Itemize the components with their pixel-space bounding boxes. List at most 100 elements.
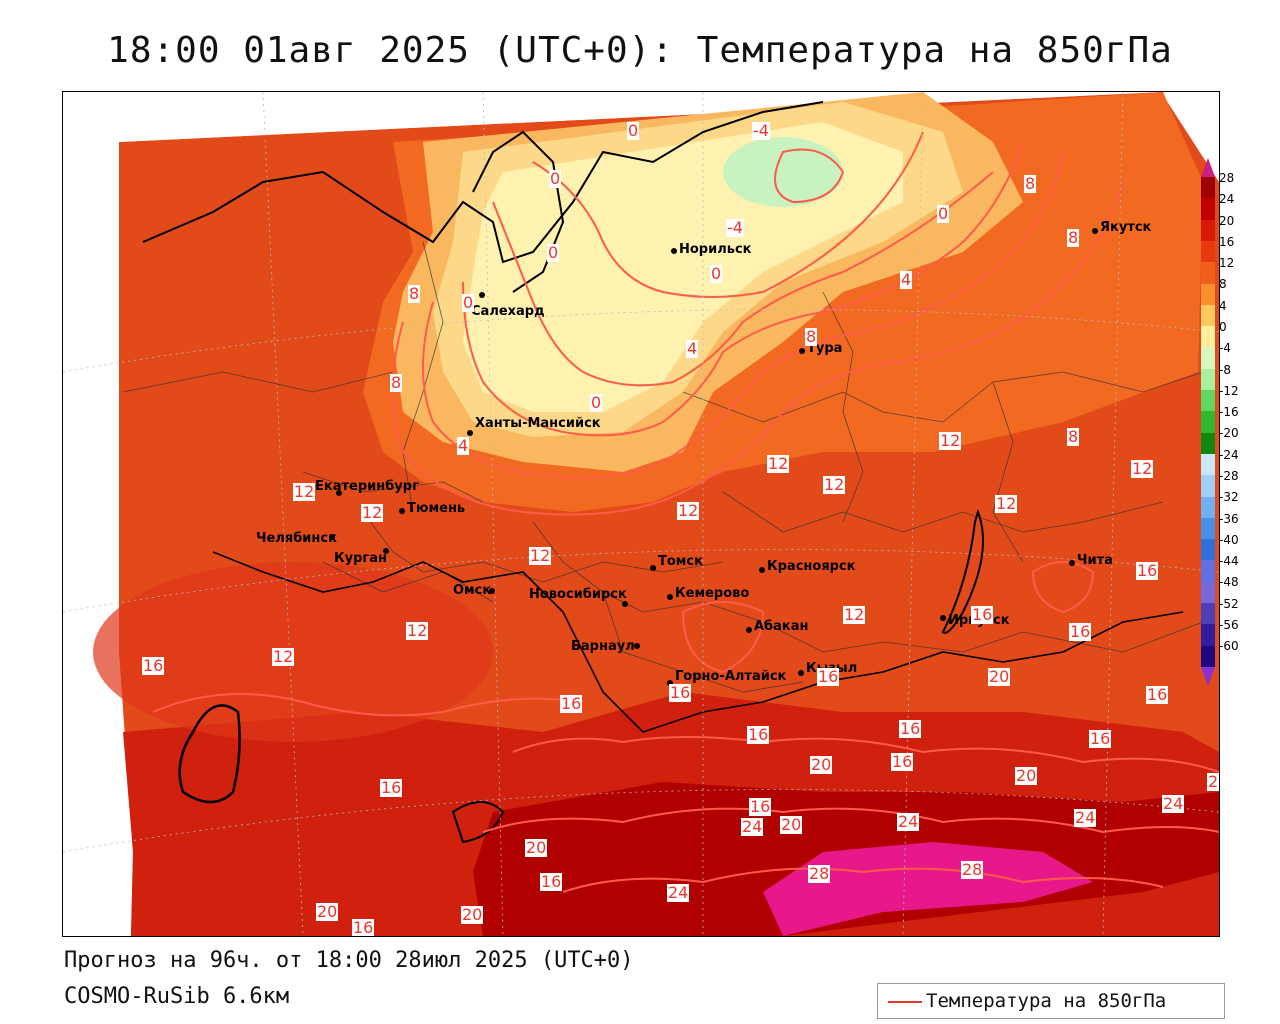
city-label: Челябинск: [256, 531, 337, 546]
contour-label: 0: [547, 243, 560, 262]
contour-label: 12: [1131, 459, 1154, 478]
contour-label: 0: [627, 121, 640, 140]
city-label: Тюмень: [407, 501, 466, 516]
colorbar-tick-label: -20: [1219, 426, 1239, 441]
legend: Температура на 850гПа: [877, 983, 1225, 1019]
city-dot: [667, 680, 673, 686]
contour-label: 24: [741, 817, 764, 836]
extreme-zone: [763, 842, 1093, 936]
contour-label: 20: [316, 902, 339, 921]
contour-label: 8: [390, 373, 403, 392]
city-label: Барнаул: [571, 639, 635, 654]
isotherms: [152, 131, 1219, 893]
colorbar-segment: [1201, 283, 1215, 306]
city-dot: [650, 565, 656, 571]
contour-label: 16: [817, 667, 840, 686]
colorbar-segment: [1201, 432, 1215, 455]
baikal-lake: [941, 508, 984, 634]
colorbar-segment: [1201, 177, 1215, 199]
city-dot: [759, 567, 765, 573]
contour-label: 16: [1146, 685, 1169, 704]
colorbar-segment: [1201, 198, 1215, 221]
city-dot: [746, 627, 752, 633]
colorbar-tick-label: -24: [1219, 447, 1239, 462]
city-dot: [634, 643, 640, 649]
city-dot: [798, 670, 804, 676]
contour-label: 8: [805, 327, 818, 346]
contour-label: 8: [1067, 228, 1080, 247]
yamal-coast: [472, 130, 565, 293]
contour-label: 0: [590, 393, 603, 412]
contour-label: 16: [747, 725, 770, 744]
contour-label: 16: [899, 719, 922, 738]
colorbar-segment: [1201, 240, 1215, 263]
colorbar-tick-label: -8: [1219, 362, 1231, 377]
contour-label: 12: [823, 475, 846, 494]
contour-label: 16: [1089, 729, 1112, 748]
colorbar: [1201, 177, 1215, 668]
colorbar-segment: [1201, 496, 1215, 519]
contour-label: 12: [529, 546, 552, 565]
colorbar-segment: [1201, 645, 1215, 668]
colorbar-bottom-arrow: [1201, 667, 1215, 686]
colorbar-segment: [1201, 390, 1215, 412]
city-dot: [399, 508, 405, 514]
contour-label: 16: [540, 872, 563, 891]
contour-label: 8: [1024, 174, 1037, 193]
city-label: Екатеринбург: [315, 479, 419, 494]
contour-label: 4: [686, 339, 699, 358]
aral-coast: [451, 801, 505, 844]
colorbar-segment: [1201, 304, 1215, 327]
city-dot: [336, 490, 342, 496]
contour-label: 16: [352, 918, 375, 937]
contour-label: 8: [1067, 427, 1080, 446]
contour-label: 16: [891, 752, 914, 771]
colorbar-tick-label: -56: [1219, 617, 1239, 632]
city-label: Омск: [453, 583, 492, 598]
contour-label: 16: [971, 605, 994, 624]
contour-label: 0: [710, 264, 723, 283]
contour-label: -4: [726, 218, 744, 237]
contour-label: 16: [669, 683, 692, 702]
city-dot: [671, 248, 677, 254]
city-label: Салехард: [471, 304, 545, 319]
contour-label: 28: [808, 864, 831, 883]
city-label: Томск: [658, 554, 703, 569]
contour-label: 20: [1015, 766, 1038, 785]
contour-label: 16: [380, 778, 403, 797]
contour-label: 0: [462, 293, 475, 312]
city-dot: [489, 588, 495, 594]
colorbar-tick-label: -52: [1219, 596, 1239, 611]
colorbar-segment: [1201, 368, 1215, 391]
forecast-info: Прогноз на 96ч. от 18:00 28июл 2025 (UTC…: [64, 948, 634, 973]
contour-label: -4: [752, 121, 770, 140]
contour-label: 4: [900, 270, 913, 289]
contour-label: 12: [843, 605, 866, 624]
coastline: [142, 101, 824, 264]
colorbar-segment: [1201, 475, 1215, 498]
colorbar-tick-label: -48: [1219, 575, 1239, 590]
city-label: Якутск: [1100, 220, 1152, 235]
contour-label: 20: [988, 667, 1011, 686]
colorbar-tick-label: -44: [1219, 554, 1239, 569]
contour-label: 16: [1069, 622, 1092, 641]
city-dot: [479, 292, 485, 298]
city-label: Абакан: [754, 619, 809, 634]
contour-label: 12: [995, 494, 1018, 513]
city-label: Кемерово: [675, 586, 750, 601]
colorbar-segment: [1201, 262, 1215, 284]
colorbar-tick-label: -12: [1219, 383, 1239, 398]
model-name: COSMO-RuSib 6.6км: [64, 984, 290, 1009]
contour-label: 20: [780, 815, 803, 834]
minus-four-zone: [723, 137, 843, 207]
colorbar-tick-label: 0: [1219, 319, 1227, 334]
map-canvas: [63, 92, 1219, 936]
contour-label: 16: [560, 694, 583, 713]
colorbar-segment: [1201, 539, 1215, 561]
legend-label: Температура на 850гПа: [926, 990, 1167, 1012]
city-label: Норильск: [679, 242, 752, 257]
colorbar-segment: [1201, 603, 1215, 625]
contour-label: 24: [1162, 794, 1185, 813]
contour-label: 12: [677, 501, 700, 520]
colorbar-tick-label: -36: [1219, 511, 1239, 526]
